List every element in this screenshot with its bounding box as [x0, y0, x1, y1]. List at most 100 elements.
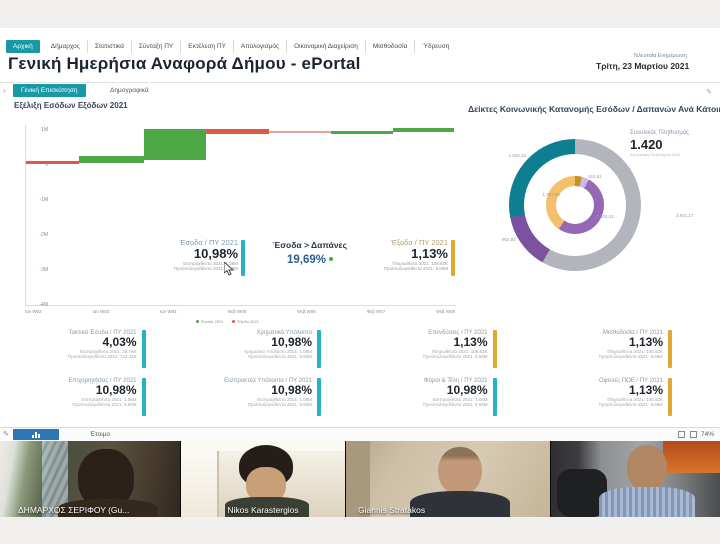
legend-label: Έσοδα 2021: [201, 319, 224, 324]
kpi-title: Επιχορηγήσεις / ΠΥ 2021: [68, 378, 137, 384]
participant-shoulders: [58, 499, 158, 517]
kpi-value: 10,98%: [95, 383, 137, 397]
kpi-subline: Εισπραχθέντα 2021: 1.06M: [257, 396, 312, 402]
participant-shoulders: [599, 487, 695, 517]
participant-head: [627, 445, 667, 491]
candle-segment: [206, 128, 269, 134]
participant-head: [438, 447, 482, 495]
legend-item-revenue: Έσοδα 2021: [196, 319, 223, 324]
kpi-card-grants: Επιχορηγήσεις / ΠΥ 2021 10,98% Εισπραχθέ…: [10, 376, 180, 424]
kpi-card-investments: Επενδύσεις / ΠΥ 2021 1,13% Πληρωθέντα 20…: [361, 328, 531, 376]
tab-general-overview[interactable]: Γενική Επισκόπηση: [13, 84, 86, 97]
y-tick: 0: [45, 162, 48, 168]
kpi-subline: Πληρωθέντα 2021: 108.82K: [607, 396, 663, 402]
population-caption: Απογραφή Πληθυσμού 2011: [630, 152, 681, 157]
kpi-revenue-vs-budget: Έσοδα / ΠΥ 2021 10,98% Εισπραχθέντα 2021…: [92, 238, 238, 272]
status-bar: ✎ Έτοιμο 74%: [0, 427, 720, 443]
kpi-title: Χρηματικό Υπόλοιπο: [256, 330, 312, 336]
nav-tab-payroll[interactable]: Μισθοδοσία: [366, 39, 416, 53]
kpi-card-taxes-fees: Φόροι & Τέλη / ΠΥ 2021 10,98% Εισπραχθέν…: [361, 376, 531, 424]
nav-tab-report[interactable]: Απολογισμός: [234, 39, 288, 53]
x-tick: Φεβ W05: [227, 309, 247, 314]
kpi-subline: Εισπραχθέντα 2021: 1.06M: [81, 396, 137, 402]
participant-shoulders: [410, 491, 510, 517]
last-update-value: Τρίτη, 23 Μαρτίου 2021: [596, 61, 690, 71]
y-tick: -1M: [39, 197, 48, 203]
candle-segment: [143, 129, 207, 160]
kpi-subline: Εισπραχθέντα 2021: 28.75K: [79, 348, 137, 354]
kpi-value: 4,03%: [102, 335, 137, 349]
tab-demographics[interactable]: Δημογραφικά: [110, 87, 149, 94]
kpi-card-regular-revenue: Τακτικά Έσοδα / ΠΥ 2021 4,03% Εισπραχθέν…: [10, 328, 180, 376]
mouse-cursor: [223, 260, 235, 281]
donut-label-gold: 161,81: [588, 174, 602, 179]
kpi-subline: Προϋπολογισθέντα 2021: 9.69M: [423, 354, 488, 360]
kpi-title: Έσοδα > Δαπάνες: [272, 240, 348, 250]
kpi-title: Τακτικά Έσοδα / ΠΥ 2021: [68, 330, 137, 336]
candle-segment: [330, 130, 393, 134]
kpi-accent-bar: [141, 378, 146, 416]
legend-label: Έξοδα 2021: [237, 319, 259, 324]
mini-bar-icon: [38, 434, 40, 438]
window: [181, 441, 219, 517]
x-axis-ticks: Ιαν W02 Ιαν W03 Ιαν W04 Φεβ W05 Φεβ W06 …: [25, 309, 455, 314]
kpi-value: 1,13%: [453, 335, 488, 349]
candle-segment: [392, 128, 454, 132]
bottom-gray-strip: [0, 517, 720, 544]
kpi-subline: Προϋπολογισθέντα 2021: 9.69M: [383, 266, 448, 272]
revenue-dot-icon: [196, 320, 199, 323]
nav-tab-mayor[interactable]: Δήμαρχος: [44, 39, 88, 53]
page-tab-chart[interactable]: [13, 429, 59, 440]
kpi-subline: Πληρωθέντα 2021: 108.82K: [607, 348, 663, 354]
fit-to-page-icon[interactable]: [678, 431, 685, 438]
population-label: Συνολικός Πληθυσμός: [630, 130, 690, 136]
participant-video-2[interactable]: Nikos Karastergios: [181, 441, 345, 517]
evolution-candlestick-chart[interactable]: 1M 0 -1M -2M -3M -4M: [25, 125, 456, 308]
nav-tab-water[interactable]: Ύδρευση: [422, 42, 450, 50]
page-title: Γενική Ημερήσια Αναφορά Δήμου - ePortal: [8, 54, 361, 73]
kpi-card-cash-balance: Χρηματικό Υπόλοιπο 10,98% Χρηματικό Υπόλ…: [186, 328, 356, 376]
nav-tab-home[interactable]: Αρχική: [6, 39, 40, 53]
participant-video-1[interactable]: ΔΗΜΑΡΧΟΣ ΣΕΡΙΦΟΥ (Gu...: [0, 441, 180, 517]
kpi-accent-bar: [317, 330, 321, 368]
candle-segment: [268, 131, 331, 133]
kpi-subline: Προϋπολογισθέντα 2021: 9.69M: [598, 354, 663, 360]
kpi-subline: Προϋπολογισθέντα 2021: 9.69M: [598, 402, 663, 408]
header-divider: [0, 82, 720, 83]
kpi-subline: Προϋπολογισθέντα 2021: 9.69M: [247, 402, 312, 408]
nav-tab-budget-draft[interactable]: Σύνταξη ΠΥ: [132, 39, 182, 53]
edit-pencil-icon[interactable]: ✎: [706, 89, 712, 96]
kpi-value: 10,98%: [446, 383, 488, 397]
kpi-accent-bar: [492, 378, 497, 416]
donut-label-inner-purple: 2.203,41: [596, 214, 614, 219]
kpi-grid: Τακτικά Έσοδα / ΠΥ 2021 4,03% Εισπραχθέν…: [10, 328, 706, 424]
kpi-accent-bar: [492, 330, 497, 368]
kpi-value: 10,98%: [271, 383, 312, 397]
kpi-accent-bar: [317, 378, 321, 416]
chevron-left-icon[interactable]: ›: [3, 86, 6, 95]
kpi-card-receivables: Εισπρακτέα Υπόλοιπα / ΠΥ 2021 10,98% Εισ…: [186, 376, 356, 424]
participant-video-4[interactable]: [551, 441, 720, 517]
x-tick: Φεβ W08: [436, 309, 455, 314]
kpi-title: Οφειλές ΠΟΕ / ΠΥ 2021: [598, 378, 663, 384]
donut-label-purple: 902,92: [502, 237, 516, 242]
fit-to-width-icon[interactable]: [690, 431, 697, 438]
kpi-revenue-gt-expenses: Έσοδα > Δαπάνες 19,69%: [252, 240, 368, 268]
kpi-value: 1,13%: [411, 246, 448, 261]
y-tick: -2M: [39, 232, 48, 238]
door-frame: [346, 441, 370, 517]
nav-tab-financial-mgmt[interactable]: Οικονομική Διαχείριση: [287, 39, 366, 53]
donut-inner-hole: [556, 186, 594, 224]
candle-segment: [26, 160, 79, 164]
zoom-level[interactable]: 74%: [701, 431, 715, 438]
nav-tab-statistics[interactable]: Στατιστικά: [88, 39, 132, 53]
donut-label-yellow: 1.737,65: [542, 192, 560, 197]
nav-tab-budget-execution[interactable]: Εκτέλεση ΠΥ: [181, 39, 234, 53]
kpi-subline: Εισπραχθέντα 2021: 1.06M: [432, 396, 488, 402]
kpi-value: 1,13%: [628, 383, 663, 397]
participant-video-3[interactable]: Giannis Stratakos: [346, 441, 550, 517]
office-chair: [557, 469, 607, 517]
mini-bar-icon: [35, 432, 37, 438]
pencil-icon[interactable]: ✎: [3, 431, 9, 438]
kpi-subline: Προϋπολογισθέντα 2021: 9.69M: [72, 402, 137, 408]
